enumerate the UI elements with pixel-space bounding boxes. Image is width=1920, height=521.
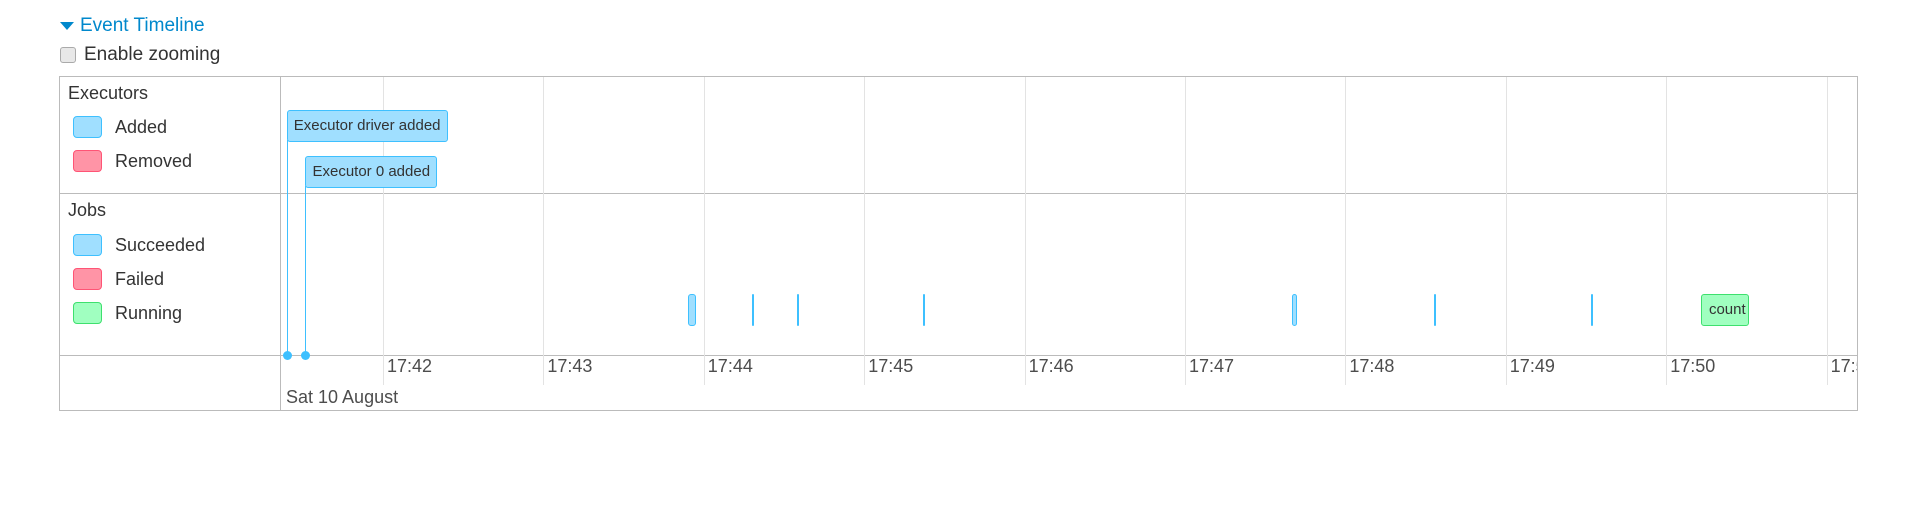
job-bar[interactable] (687, 294, 696, 326)
job-bar[interactable] (797, 294, 800, 326)
legend-added: Added (73, 116, 167, 138)
executor-event-dot[interactable] (282, 351, 292, 360)
job-bar[interactable] (1433, 294, 1436, 326)
job-bar[interactable] (1291, 294, 1298, 326)
grid-line (1345, 77, 1347, 385)
axis-tick-label: 17:43 (547, 356, 593, 376)
removed-swatch (73, 150, 102, 172)
succeeded-swatch (73, 234, 102, 256)
label-column-divider (280, 77, 281, 410)
axis-tick-label: 17:47 (1189, 356, 1235, 376)
executor-event-line (286, 140, 288, 355)
grid-line (1666, 77, 1668, 385)
group-divider (60, 193, 1857, 194)
grid-line (864, 77, 866, 385)
axis-tick-label: 17:49 (1509, 356, 1555, 376)
executor-event-dot[interactable] (301, 351, 311, 360)
axis-date-label: Sat 10 August (286, 387, 399, 407)
executor-event-box[interactable]: Executor driver added (286, 110, 448, 142)
event-timeline-toggle[interactable]: Event Timeline (60, 15, 205, 37)
executor-event-line (305, 186, 307, 355)
axis-tick-label: 17:44 (707, 356, 753, 376)
legend-label: Running (115, 302, 183, 323)
executor-event-box[interactable]: Executor 0 added (305, 156, 438, 188)
grid-line (1505, 77, 1507, 385)
axis-tick-label: 17:50 (1670, 356, 1716, 376)
triangle-down-icon (60, 22, 74, 30)
job-bar[interactable]: count (1700, 294, 1750, 326)
legend-label: Succeeded (115, 234, 206, 255)
enable-zooming-label: Enable zooming (84, 44, 221, 65)
axis-tick-label: 17:48 (1349, 356, 1395, 376)
legend-label: Failed (115, 268, 165, 289)
grid-line (543, 77, 545, 385)
executors-group-label: Executors (68, 83, 149, 103)
grid-line (703, 77, 705, 385)
enable-zooming-row[interactable]: Enable zooming (60, 44, 220, 66)
timeline-panel: Executors Added Removed Jobs Succeeded F… (59, 76, 1858, 411)
job-bar[interactable] (1591, 294, 1594, 326)
failed-swatch (73, 268, 102, 290)
legend-succeeded: Succeeded (73, 234, 205, 256)
running-swatch (73, 302, 102, 324)
grid-line (1024, 77, 1026, 385)
legend-removed: Removed (73, 150, 192, 172)
axis-tick-label: 17:42 (387, 356, 433, 376)
axis-tick-label: 17:45 (868, 356, 914, 376)
grid-line (1185, 77, 1186, 385)
legend-label: Removed (115, 150, 193, 171)
axis-tick-label: 17:51 (1830, 356, 1857, 376)
legend-failed: Failed (73, 268, 164, 290)
axis-line (60, 355, 1857, 356)
event-timeline-title: Event Timeline (80, 15, 205, 36)
jobs-group-label: Jobs (68, 200, 107, 220)
timeline-plot[interactable]: 17:42 17:43 17:44 17:45 17:46 17:47 17:48 17:49… (281, 77, 1857, 410)
legend-label: Added (115, 116, 168, 137)
enable-zooming-checkbox[interactable] (60, 47, 76, 63)
job-bar[interactable] (923, 294, 925, 326)
grid-line (383, 77, 384, 385)
axis-tick-label: 17:46 (1028, 356, 1074, 376)
legend-running: Running (73, 302, 182, 324)
job-bar[interactable] (751, 294, 754, 326)
grid-line (1826, 77, 1828, 385)
added-swatch (73, 116, 102, 138)
